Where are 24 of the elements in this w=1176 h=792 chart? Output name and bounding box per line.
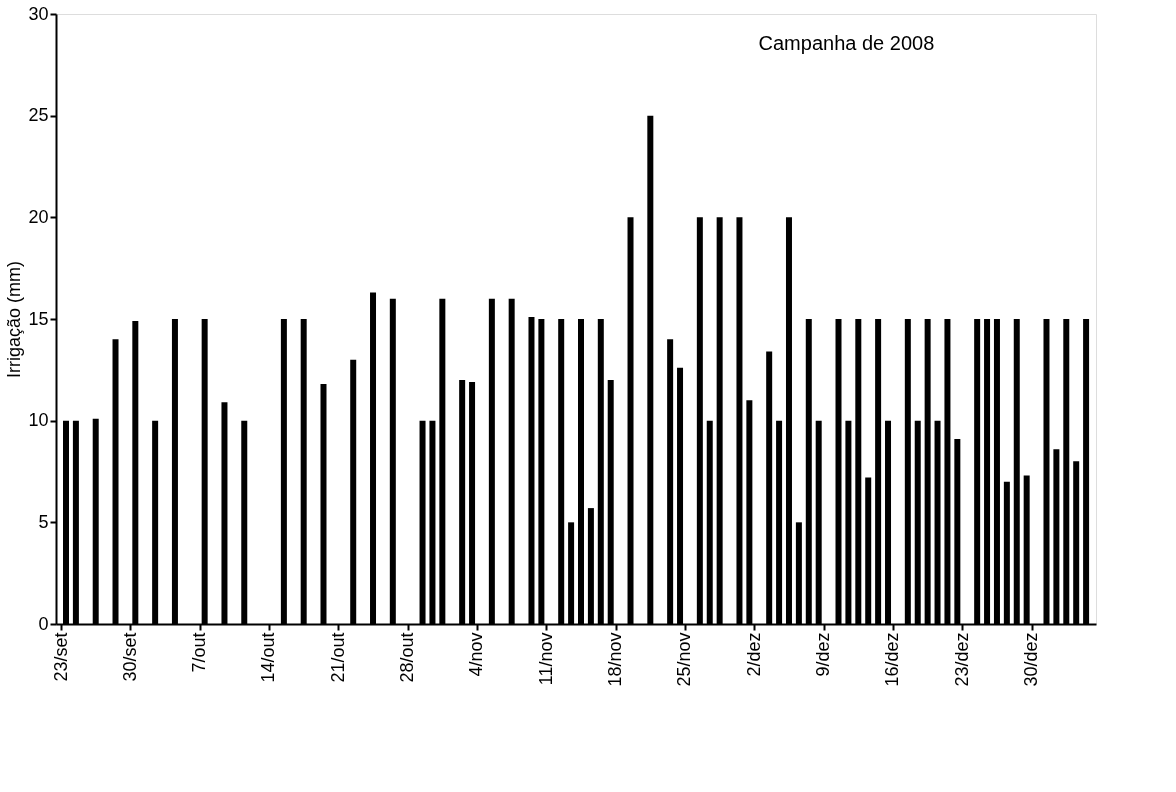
- x-tick-label: 23/set: [50, 632, 71, 682]
- x-tick-label: 30/set: [119, 632, 140, 682]
- y-tick-label: 25: [28, 105, 49, 126]
- y-tick-label: 20: [28, 206, 49, 227]
- y-tick-label: 30: [28, 3, 49, 24]
- x-tick-label: 2/dez: [743, 632, 764, 677]
- x-tick-label: 11/nov: [535, 632, 556, 686]
- x-tick-label: 18/nov: [605, 632, 626, 687]
- annotation: Campanha de 2008: [758, 32, 935, 54]
- x-tick-label: 30/dez: [1021, 632, 1042, 687]
- x-tick-label: 25/nov: [674, 632, 695, 687]
- x-tick-label: 28/out: [397, 632, 418, 683]
- y-tick-label: 0: [38, 613, 49, 634]
- x-tick-label: 16/dez: [882, 632, 903, 687]
- x-tick-label: 7/out: [189, 632, 210, 673]
- x-tick-label: 21/out: [327, 632, 348, 683]
- y-axis-title: Irrigação (mm): [4, 260, 25, 379]
- x-tick-label: 23/dez: [951, 632, 972, 687]
- y-tick-label: 5: [38, 511, 49, 532]
- x-tick-label: 9/dez: [813, 632, 834, 677]
- x-tick-label: 14/out: [258, 632, 279, 683]
- y-tick-label: 15: [28, 308, 49, 329]
- x-tick-label: 4/nov: [466, 632, 487, 677]
- y-tick-label: 10: [28, 410, 49, 431]
